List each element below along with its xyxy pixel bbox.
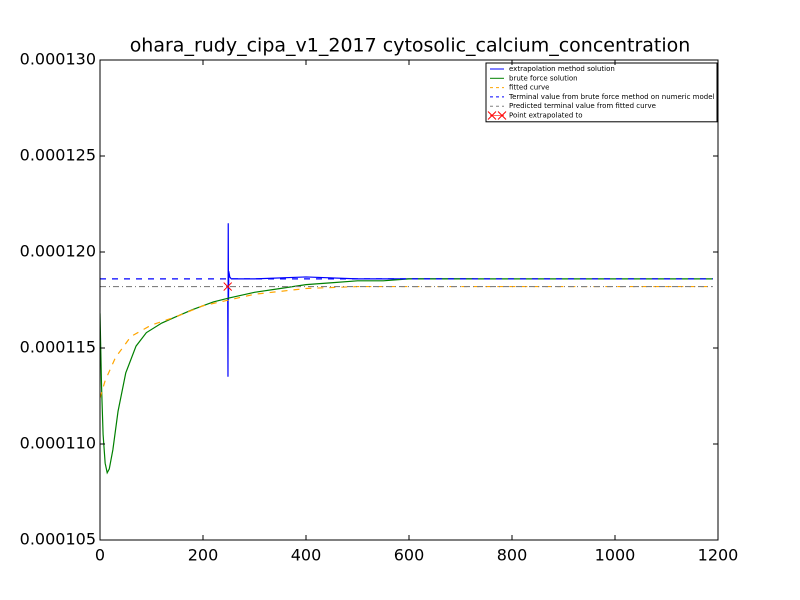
- y-tick-label: 0.000115: [20, 338, 96, 357]
- x-tick-label: 200: [188, 546, 219, 565]
- y-tick-label: 0.000125: [20, 146, 96, 165]
- x-tick-label: 1200: [698, 546, 739, 565]
- legend-label: fitted curve: [509, 84, 550, 92]
- y-tick-label: 0.000130: [20, 50, 96, 69]
- legend-label: Terminal value from brute force method o…: [508, 93, 715, 101]
- x-tick-label: 600: [394, 546, 425, 565]
- y-tick-label: 0.000110: [20, 434, 96, 453]
- legend-label: extrapolation method solution: [509, 65, 615, 73]
- legend-label: brute force solution: [509, 74, 578, 82]
- point-marker: [223, 282, 233, 291]
- x-tick-label: 0: [95, 546, 105, 565]
- legend-label: Point extrapolated to: [509, 112, 583, 120]
- y-tick-label: 0.000105: [20, 530, 96, 549]
- legend-label: Predicted terminal value from fitted cur…: [509, 102, 656, 110]
- plot-area: [100, 223, 713, 475]
- x-tick-label: 400: [291, 546, 322, 565]
- chart-title: ohara_rudy_cipa_v1_2017 cytosolic_calciu…: [130, 35, 691, 57]
- legend-swatch: [497, 111, 507, 120]
- legend-box: [485, 62, 718, 123]
- y-tick-label: 0.000120: [20, 242, 96, 261]
- x-tick-label: 800: [497, 546, 528, 565]
- legend-swatch: [487, 111, 497, 120]
- x-tick-label: 1000: [595, 546, 636, 565]
